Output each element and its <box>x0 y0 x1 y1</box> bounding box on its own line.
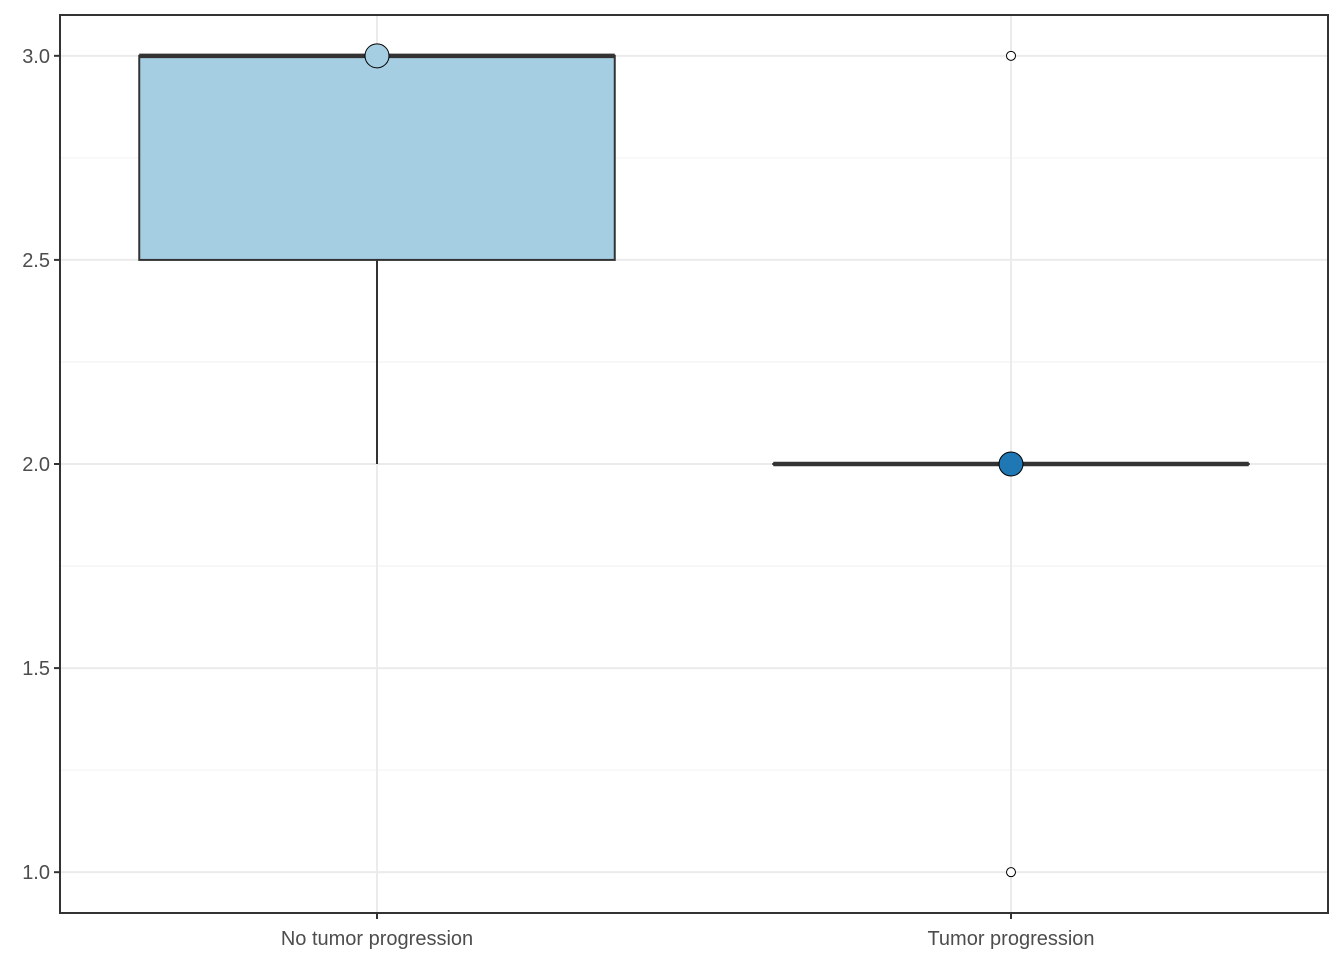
box-body <box>138 54 616 261</box>
y-tick-label: 2.0 <box>22 454 50 476</box>
y-tick-label: 3.0 <box>22 46 50 68</box>
mean-point <box>998 451 1024 477</box>
y-tick-label: 1.5 <box>22 658 50 680</box>
box-group <box>772 50 1250 878</box>
y-tick-label: 1.0 <box>22 862 50 884</box>
grid <box>60 15 1328 913</box>
boxes <box>138 43 1250 878</box>
y-tick-label: 2.5 <box>22 250 50 272</box>
outlier-point <box>1006 867 1016 878</box>
x-axis: No tumor progression Tumor progression <box>281 913 1095 950</box>
mean-point <box>364 43 390 69</box>
x-tick-label: Tumor progression <box>927 928 1094 950</box>
x-tick-label: No tumor progression <box>281 928 473 950</box>
box-group <box>138 43 616 464</box>
outlier-point <box>1006 50 1016 61</box>
y-axis: 1.0 1.5 2.0 2.5 3.0 <box>22 46 60 884</box>
